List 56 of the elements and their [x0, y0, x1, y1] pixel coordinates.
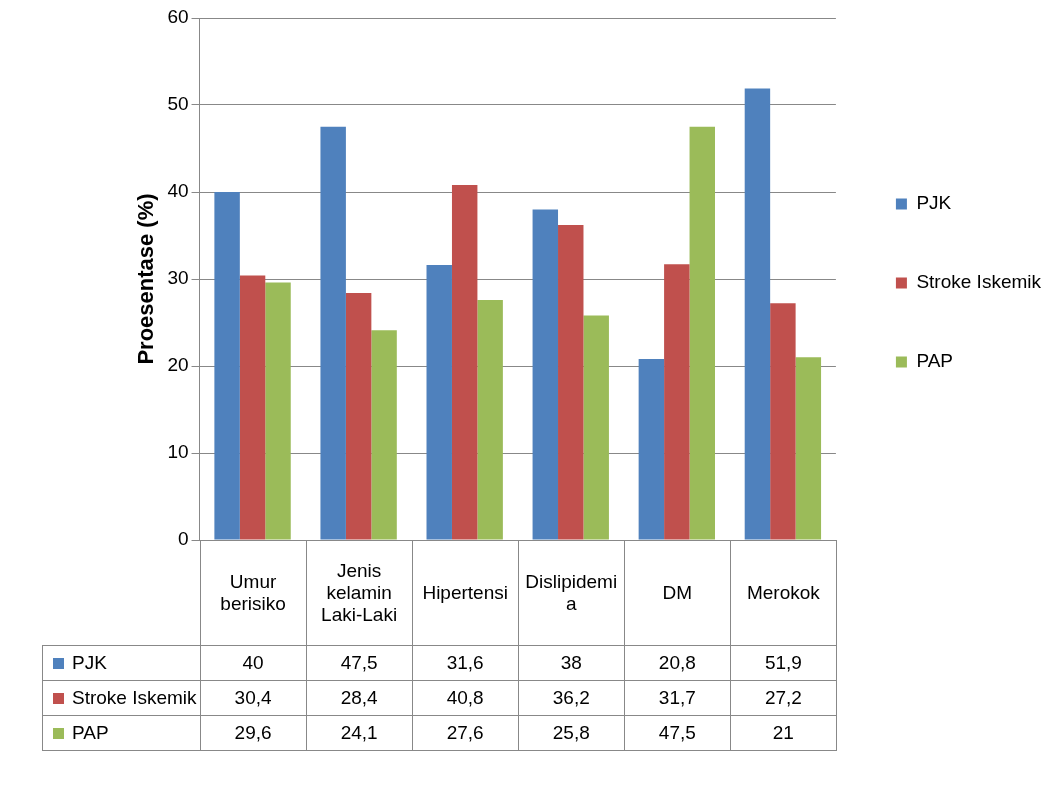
x-tick-label: DM: [624, 540, 731, 646]
x-tick-label: Jenis kelamin Laki-Laki: [306, 540, 413, 646]
x-tick-label: Dislipidemia: [518, 540, 625, 646]
bar: [583, 315, 609, 540]
data-label: 40,8: [412, 680, 519, 716]
data-label: 47,5: [624, 715, 731, 751]
bar: [345, 292, 372, 540]
text: PJK: [72, 652, 107, 673]
bar: [795, 357, 822, 540]
legend-label: PJK: [916, 192, 952, 214]
x-tick-label: Hipertensi: [412, 540, 519, 646]
y-tick-label: 0: [177, 528, 189, 550]
y-tick-label: 30: [167, 267, 189, 289]
y-tick-label: 60: [167, 6, 189, 28]
y-axis-title: Proesentase (%): [133, 193, 159, 365]
data-label: 24,1: [306, 715, 413, 751]
bar: [477, 299, 503, 540]
data-label: 25,8: [518, 715, 625, 751]
x-tick-label: Umur berisiko: [200, 540, 307, 646]
data-label: 20,8: [624, 645, 731, 681]
data-label: 29,6: [200, 715, 307, 751]
bar: [558, 225, 584, 540]
data-label: 27,6: [412, 715, 519, 751]
bar: [744, 88, 771, 540]
y-tick-label: 50: [167, 93, 189, 115]
data-label: 40: [200, 645, 307, 681]
x-tick-label: Merokok: [730, 540, 837, 646]
bar: [638, 359, 665, 540]
bar: [265, 282, 291, 540]
bar: [770, 303, 796, 540]
data-label: 47,5: [306, 645, 413, 681]
bar: [371, 330, 397, 540]
bar: [664, 264, 690, 540]
bar: [451, 185, 478, 540]
data-label: 21: [730, 715, 837, 751]
legend-label: Stroke Iskemik: [916, 271, 1042, 293]
bar: [689, 126, 715, 540]
data-label: 28,4: [306, 680, 413, 716]
data-label: 38: [518, 645, 625, 681]
bar: [214, 192, 240, 540]
data-label: 31,6: [412, 645, 519, 681]
data-label: 51,9: [730, 645, 837, 681]
data-label: 27,2: [730, 680, 837, 716]
data-label: 36,2: [518, 680, 625, 716]
bar: [426, 265, 452, 540]
bar: [532, 209, 559, 540]
y-tick-label: 40: [167, 180, 189, 202]
text: Stroke Iskemik: [72, 687, 197, 708]
legend-label: PAP: [916, 350, 954, 372]
data-label: 31,7: [624, 680, 731, 716]
bar: [239, 275, 266, 540]
bar: [320, 126, 346, 540]
data-label: 30,4: [200, 680, 307, 716]
text: PAP: [72, 722, 109, 743]
y-tick-label: 20: [167, 354, 189, 376]
y-tick-label: 10: [167, 441, 189, 463]
